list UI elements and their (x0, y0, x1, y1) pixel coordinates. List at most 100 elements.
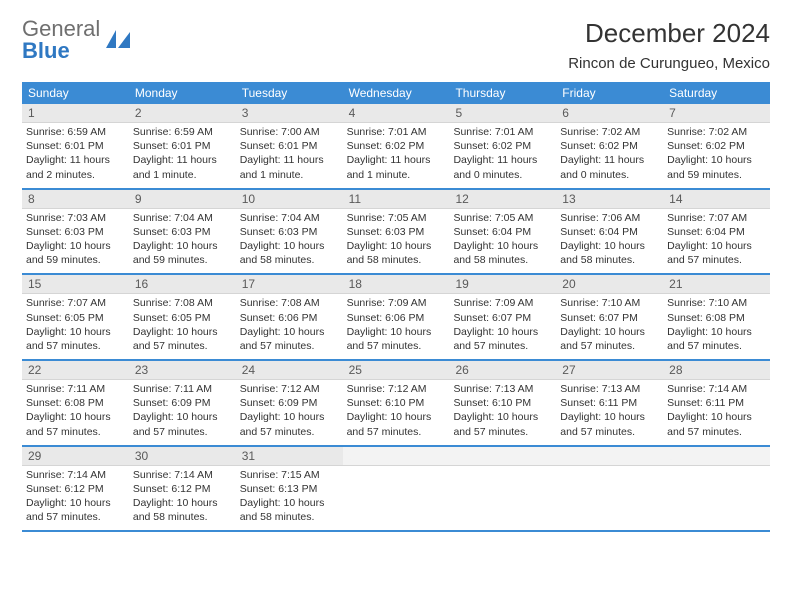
sunset-line: Sunset: 6:09 PM (133, 396, 232, 410)
day-number: 15 (22, 275, 129, 294)
sunrise-line: Sunrise: 7:04 AM (240, 211, 339, 225)
day-body: Sunrise: 6:59 AMSunset: 6:01 PMDaylight:… (129, 123, 236, 188)
day-number: 3 (236, 104, 343, 123)
day-number: 12 (449, 190, 556, 209)
dow-saturday: Saturday (663, 82, 770, 104)
sunset-line: Sunset: 6:10 PM (347, 396, 446, 410)
day-cell: 18Sunrise: 7:09 AMSunset: 6:06 PMDayligh… (343, 275, 450, 359)
day-body: Sunrise: 7:04 AMSunset: 6:03 PMDaylight:… (129, 209, 236, 274)
sunrise-line: Sunrise: 7:14 AM (667, 382, 766, 396)
logo: General Blue (22, 18, 132, 62)
day-body: Sunrise: 7:04 AMSunset: 6:03 PMDaylight:… (236, 209, 343, 274)
dow-row: SundayMondayTuesdayWednesdayThursdayFrid… (22, 82, 770, 104)
day-cell: 20Sunrise: 7:10 AMSunset: 6:07 PMDayligh… (556, 275, 663, 359)
day-cell: 3Sunrise: 7:00 AMSunset: 6:01 PMDaylight… (236, 104, 343, 188)
daylight-line: Daylight: 10 hours and 58 minutes. (347, 239, 446, 267)
day-body (343, 466, 450, 524)
day-body: Sunrise: 7:03 AMSunset: 6:03 PMDaylight:… (22, 209, 129, 274)
day-number: 29 (22, 447, 129, 466)
daylight-line: Daylight: 10 hours and 58 minutes. (240, 239, 339, 267)
day-number: 25 (343, 361, 450, 380)
day-body: Sunrise: 7:10 AMSunset: 6:08 PMDaylight:… (663, 294, 770, 359)
dow-wednesday: Wednesday (343, 82, 450, 104)
day-cell: 28Sunrise: 7:14 AMSunset: 6:11 PMDayligh… (663, 361, 770, 445)
day-body: Sunrise: 7:12 AMSunset: 6:09 PMDaylight:… (236, 380, 343, 445)
day-cell: . (556, 447, 663, 531)
daylight-line: Daylight: 10 hours and 57 minutes. (667, 410, 766, 438)
day-cell: 19Sunrise: 7:09 AMSunset: 6:07 PMDayligh… (449, 275, 556, 359)
day-body: Sunrise: 7:11 AMSunset: 6:09 PMDaylight:… (129, 380, 236, 445)
day-cell: 1Sunrise: 6:59 AMSunset: 6:01 PMDaylight… (22, 104, 129, 188)
sunrise-line: Sunrise: 7:12 AM (240, 382, 339, 396)
day-number: 1 (22, 104, 129, 123)
sunset-line: Sunset: 6:02 PM (667, 139, 766, 153)
day-cell: 2Sunrise: 6:59 AMSunset: 6:01 PMDaylight… (129, 104, 236, 188)
sunset-line: Sunset: 6:04 PM (453, 225, 552, 239)
sunset-line: Sunset: 6:13 PM (240, 482, 339, 496)
daylight-line: Daylight: 10 hours and 57 minutes. (347, 325, 446, 353)
day-body (663, 466, 770, 524)
sunrise-line: Sunrise: 7:13 AM (560, 382, 659, 396)
day-number: 24 (236, 361, 343, 380)
day-cell: 15Sunrise: 7:07 AMSunset: 6:05 PMDayligh… (22, 275, 129, 359)
day-number: 19 (449, 275, 556, 294)
sunset-line: Sunset: 6:08 PM (667, 311, 766, 325)
day-cell: 6Sunrise: 7:02 AMSunset: 6:02 PMDaylight… (556, 104, 663, 188)
sunset-line: Sunset: 6:03 PM (240, 225, 339, 239)
dow-friday: Friday (556, 82, 663, 104)
sunrise-line: Sunrise: 7:15 AM (240, 468, 339, 482)
daylight-line: Daylight: 10 hours and 57 minutes. (560, 325, 659, 353)
daylight-line: Daylight: 10 hours and 59 minutes. (667, 153, 766, 181)
day-body: Sunrise: 7:12 AMSunset: 6:10 PMDaylight:… (343, 380, 450, 445)
sunrise-line: Sunrise: 7:10 AM (667, 296, 766, 310)
sunset-line: Sunset: 6:02 PM (453, 139, 552, 153)
daylight-line: Daylight: 10 hours and 57 minutes. (453, 325, 552, 353)
day-number: 23 (129, 361, 236, 380)
day-body: Sunrise: 7:02 AMSunset: 6:02 PMDaylight:… (663, 123, 770, 188)
sunset-line: Sunset: 6:06 PM (240, 311, 339, 325)
day-number: 2 (129, 104, 236, 123)
sunset-line: Sunset: 6:03 PM (133, 225, 232, 239)
daylight-line: Daylight: 10 hours and 58 minutes. (453, 239, 552, 267)
sunset-line: Sunset: 6:11 PM (667, 396, 766, 410)
day-body: Sunrise: 7:06 AMSunset: 6:04 PMDaylight:… (556, 209, 663, 274)
sunrise-line: Sunrise: 7:00 AM (240, 125, 339, 139)
daylight-line: Daylight: 11 hours and 2 minutes. (26, 153, 125, 181)
day-number: 20 (556, 275, 663, 294)
sunrise-line: Sunrise: 7:03 AM (26, 211, 125, 225)
day-cell: . (449, 447, 556, 531)
day-number: 22 (22, 361, 129, 380)
location: Rincon de Curungueo, Mexico (568, 55, 770, 72)
title-block: December 2024 Rincon de Curungueo, Mexic… (568, 18, 770, 72)
daylight-line: Daylight: 10 hours and 57 minutes. (347, 410, 446, 438)
sunrise-line: Sunrise: 6:59 AM (133, 125, 232, 139)
day-body: Sunrise: 7:07 AMSunset: 6:04 PMDaylight:… (663, 209, 770, 274)
sunrise-line: Sunrise: 7:01 AM (453, 125, 552, 139)
day-body: Sunrise: 7:14 AMSunset: 6:11 PMDaylight:… (663, 380, 770, 445)
day-cell: 17Sunrise: 7:08 AMSunset: 6:06 PMDayligh… (236, 275, 343, 359)
sunset-line: Sunset: 6:05 PM (133, 311, 232, 325)
sunrise-line: Sunrise: 7:01 AM (347, 125, 446, 139)
daylight-line: Daylight: 10 hours and 57 minutes. (133, 410, 232, 438)
day-number: 8 (22, 190, 129, 209)
daylight-line: Daylight: 10 hours and 58 minutes. (133, 496, 232, 524)
dow-monday: Monday (129, 82, 236, 104)
sunset-line: Sunset: 6:12 PM (26, 482, 125, 496)
daylight-line: Daylight: 10 hours and 59 minutes. (133, 239, 232, 267)
daylight-line: Daylight: 10 hours and 57 minutes. (667, 325, 766, 353)
sunset-line: Sunset: 6:04 PM (667, 225, 766, 239)
logo-word-2: Blue (22, 38, 70, 63)
sunset-line: Sunset: 6:09 PM (240, 396, 339, 410)
sunset-line: Sunset: 6:05 PM (26, 311, 125, 325)
sunrise-line: Sunrise: 6:59 AM (26, 125, 125, 139)
day-cell: 11Sunrise: 7:05 AMSunset: 6:03 PMDayligh… (343, 190, 450, 274)
sunrise-line: Sunrise: 7:12 AM (347, 382, 446, 396)
sunrise-line: Sunrise: 7:08 AM (133, 296, 232, 310)
dow-sunday: Sunday (22, 82, 129, 104)
week-row: 8Sunrise: 7:03 AMSunset: 6:03 PMDaylight… (22, 190, 770, 276)
daylight-line: Daylight: 10 hours and 59 minutes. (26, 239, 125, 267)
day-number: 4 (343, 104, 450, 123)
day-body: Sunrise: 7:10 AMSunset: 6:07 PMDaylight:… (556, 294, 663, 359)
sunrise-line: Sunrise: 7:10 AM (560, 296, 659, 310)
week-row: 15Sunrise: 7:07 AMSunset: 6:05 PMDayligh… (22, 275, 770, 361)
